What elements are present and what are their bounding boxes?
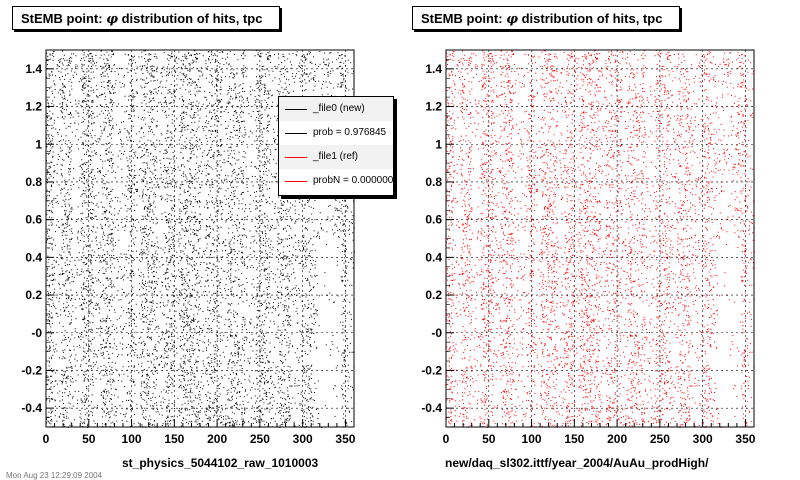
legend-entry: probN = 0.000000 <box>279 171 394 191</box>
y-tick-label: 1.4 <box>425 62 442 76</box>
legend-line <box>285 109 307 110</box>
right-scatter-plot: 0 50 100 150 200 250 300 350 -0.4 -0.2 -0 0.2 0.4 0.6… <box>421 49 756 446</box>
x-tick-label: 350 <box>735 432 755 446</box>
legend-box: _file0 (new) prob = 0.976845 _file1 (ref… <box>278 96 394 196</box>
x-tick-label: 150 <box>564 432 584 446</box>
right-title-phi: φ <box>506 12 518 27</box>
legend-label: _file0 (new) <box>313 103 365 114</box>
y-tick-label: 1.2 <box>425 100 442 114</box>
x-tick-label: 50 <box>482 432 496 446</box>
y-tick-label: 1.2 <box>25 100 42 114</box>
left-title-suffix: distribution of hits, tpc <box>121 11 263 26</box>
y-tick-label: 0.4 <box>425 250 442 264</box>
left-title-prefix: StEMB point: <box>21 11 103 26</box>
legend-label: _file1 (ref) <box>313 151 359 162</box>
y-tick-label: 1.4 <box>25 62 42 76</box>
y-tick-label: 0.4 <box>25 250 42 264</box>
legend-label: prob = 0.976845 <box>313 127 387 138</box>
y-tick-label: -0 <box>31 326 42 340</box>
legend-entry: _file1 (ref) <box>279 147 393 167</box>
y-tick-label: 0.8 <box>425 175 442 189</box>
y-tick-label: 0.2 <box>425 288 442 302</box>
right-x-label: new/daq_sl302.ittf/year_2004/AuAu_prodHi… <box>445 456 709 470</box>
legend-line <box>285 157 307 158</box>
y-tick-label: 0.2 <box>25 288 42 302</box>
footer-timestamp: Mon Aug 23 12:29:09 2004 <box>6 471 103 480</box>
x-tick-label: 200 <box>207 432 227 446</box>
y-tick-label: 1 <box>435 137 442 151</box>
legend-line <box>285 133 307 134</box>
legend-line <box>285 181 307 182</box>
x-tick-label: 250 <box>250 432 270 446</box>
y-tick-label: -0.2 <box>21 363 42 377</box>
y-tick-label: -0 <box>431 326 442 340</box>
left-title-phi: φ <box>106 12 118 27</box>
y-tick-label: 0.8 <box>25 175 42 189</box>
y-tick-label: -0.4 <box>421 401 442 415</box>
x-tick-label: 200 <box>607 432 627 446</box>
y-tick-label: 1 <box>35 137 42 151</box>
legend-entry: prob = 0.976845 <box>279 123 393 143</box>
y-tick-label: 0.6 <box>25 213 42 227</box>
left-chart-title: StEMB point: φ distribution of hits, tpc <box>12 6 280 30</box>
hit-points <box>46 50 355 428</box>
x-tick-label: 0 <box>443 432 450 446</box>
x-tick-label: 0 <box>43 432 50 446</box>
x-tick-label: 250 <box>650 432 670 446</box>
y-tick-label: -0.4 <box>21 401 42 415</box>
y-tick-label: 0.6 <box>425 213 442 227</box>
legend-label: probN = 0.000000 <box>313 175 394 186</box>
hit-points <box>446 50 755 428</box>
y-tick-label: -0.2 <box>421 363 442 377</box>
x-tick-label: 150 <box>164 432 184 446</box>
x-tick-label: 100 <box>522 432 542 446</box>
right-title-prefix: StEMB point: <box>421 11 503 26</box>
x-tick-label: 300 <box>693 432 713 446</box>
right-chart-title: StEMB point: φ distribution of hits, tpc <box>412 6 680 30</box>
x-tick-label: 300 <box>293 432 313 446</box>
legend-entry: _file0 (new) <box>279 99 393 119</box>
x-tick-label: 350 <box>335 432 355 446</box>
right-title-suffix: distribution of hits, tpc <box>521 11 663 26</box>
left-x-label: st_physics_5044102_raw_1010003 <box>122 456 319 470</box>
x-tick-label: 100 <box>122 432 142 446</box>
x-tick-label: 50 <box>82 432 96 446</box>
